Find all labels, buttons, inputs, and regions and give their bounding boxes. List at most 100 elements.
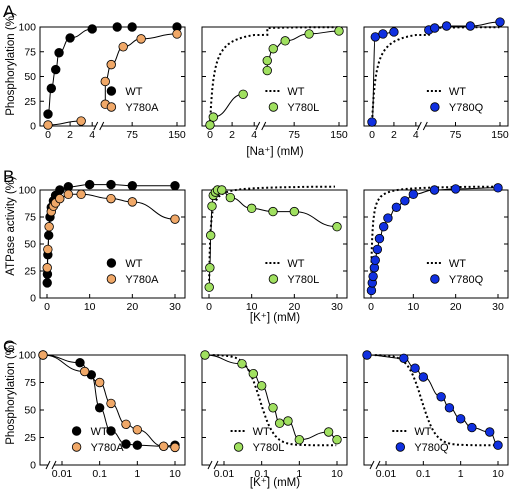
axis-break	[416, 121, 422, 131]
fit-line	[366, 354, 499, 446]
axis-break	[255, 121, 261, 131]
x-tick-label: 0.01	[214, 468, 235, 480]
data-point	[225, 192, 236, 203]
x-tick-label: 30	[169, 301, 181, 313]
legend-label: Y780A	[91, 442, 125, 454]
data-point	[399, 353, 409, 364]
data-point	[65, 33, 75, 43]
data-point	[334, 26, 344, 36]
data-point	[44, 230, 54, 241]
data-point	[217, 185, 227, 195]
plot-b3: 0 10 20 30 WT Y780Q	[363, 183, 509, 313]
x-tick-label: 20	[288, 301, 300, 313]
data-point	[248, 369, 259, 379]
data-point	[87, 24, 97, 34]
x-tick-label: 0	[206, 301, 212, 313]
x-tick-label: 0.01	[52, 468, 73, 480]
legend-label: WT	[449, 258, 466, 270]
axis-break	[261, 121, 267, 131]
data-point	[200, 350, 210, 360]
legend-marker	[268, 102, 279, 112]
data-point	[367, 117, 377, 127]
x-tick-label: 150	[491, 129, 509, 141]
x-axis-label-c: [K⁺] (mM)	[250, 477, 300, 489]
x-tick-label: 0	[369, 129, 375, 141]
data-point	[43, 244, 53, 255]
x-tick-label: 0.1	[416, 468, 431, 480]
data-point	[374, 233, 385, 244]
legend-marker	[430, 274, 440, 284]
axis-break	[99, 121, 105, 131]
data-point	[42, 278, 52, 288]
y-tick-label: 100	[18, 22, 36, 34]
data-point	[294, 435, 305, 445]
axis-break-mask	[372, 462, 378, 468]
data-point	[256, 381, 267, 391]
legend-label: WT	[253, 426, 270, 438]
legend-marker	[106, 274, 117, 284]
x-tick-label: 2	[391, 129, 397, 141]
data-point	[268, 206, 278, 217]
x-tick-label: 0.01	[376, 468, 397, 480]
legend-marker	[233, 442, 244, 452]
data-point	[323, 427, 334, 437]
data-point	[450, 184, 461, 194]
x-tick-label: 1	[134, 468, 140, 480]
data-point	[76, 189, 86, 200]
fit-line	[204, 354, 338, 441]
x-tick-label: 0.1	[254, 468, 269, 480]
data-point	[136, 34, 146, 44]
plot-a2: 0 2 4 75 150 WT Y780L	[201, 26, 348, 141]
data-point	[436, 392, 446, 402]
data-point	[262, 55, 272, 66]
data-point	[84, 179, 95, 190]
data-point	[485, 427, 495, 437]
data-point	[112, 22, 122, 32]
x-axis-label-b: [K⁺] (mM)	[250, 312, 300, 324]
x-tick-label: 10	[169, 468, 181, 480]
x-tick-label: 30	[331, 301, 343, 313]
fit-line	[208, 189, 338, 288]
x-tick-label: 10	[246, 301, 258, 313]
y-tick-label: 0	[30, 121, 36, 133]
y-tick-label: 0	[30, 293, 36, 305]
axis-break-mask	[257, 123, 264, 129]
data-point	[205, 263, 215, 273]
legend-label: Y780Q	[449, 274, 484, 286]
data-point	[410, 363, 420, 373]
x-axis-label-a: [Na⁺] (mM)	[246, 146, 303, 158]
x-tick-label: 10	[492, 468, 504, 480]
data-point	[158, 441, 169, 452]
legend-label: Y780A	[125, 102, 159, 114]
x-tick-label: 150	[168, 129, 186, 141]
data-point	[76, 116, 86, 126]
data-point	[495, 17, 505, 27]
plot-b2: 0 10 20 30 WT Y780L	[201, 185, 348, 313]
y-axis-label-a: Phosphorylation (%)	[5, 12, 17, 116]
data-point	[262, 65, 272, 76]
x-tick-label: 150	[330, 129, 348, 141]
legend-marker	[395, 442, 406, 452]
data-point	[106, 398, 116, 409]
plot-a3: 0 2 4 75 150 WT Y780Q	[363, 17, 509, 141]
x-tick-label: 20	[126, 301, 138, 313]
y-tick-label: 25	[24, 96, 36, 108]
axis-break	[51, 460, 57, 470]
data-point	[127, 22, 137, 32]
data-point	[400, 196, 410, 206]
x-tick-label: 1	[458, 468, 464, 480]
data-point	[38, 350, 48, 360]
y-tick-label: 0	[30, 460, 36, 472]
data-point	[238, 89, 248, 100]
plot-a1: 0 25 50 75 100 0 2 4 75 150 WT Y780A	[18, 22, 185, 142]
legend-marker	[106, 258, 117, 268]
data-point	[127, 197, 138, 207]
data-point	[493, 440, 503, 450]
plot-b1: 0 25 50 75 100 0 10 20 30 WT Y780A	[18, 179, 186, 313]
data-point	[383, 213, 393, 223]
data-point	[55, 185, 65, 195]
data-point	[280, 36, 290, 46]
data-point	[430, 23, 440, 33]
